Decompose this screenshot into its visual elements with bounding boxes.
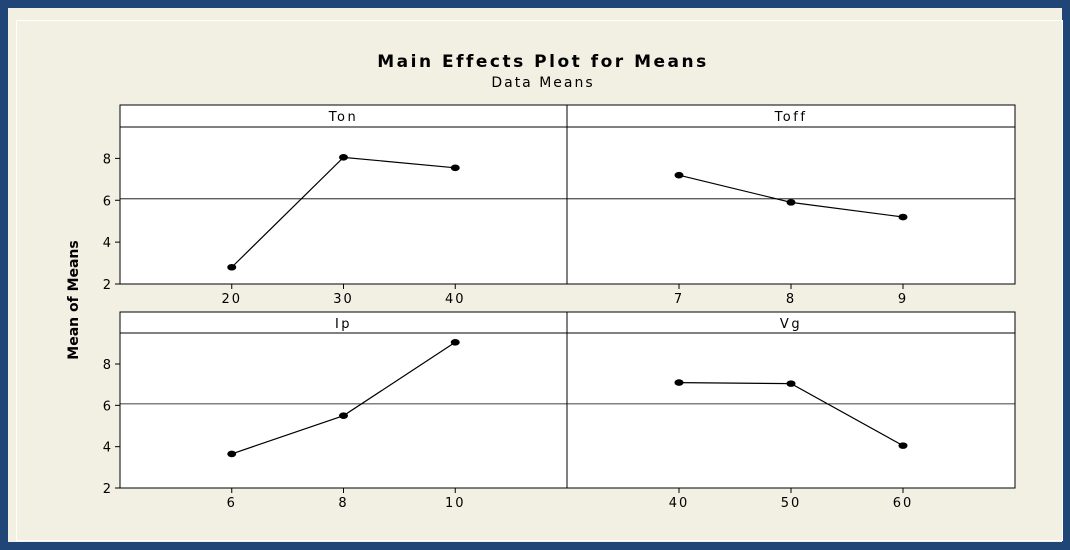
panel-toff: [566, 104, 1016, 285]
data-point-ip-8: [339, 412, 348, 419]
chart-subtitle: Data Means: [491, 75, 594, 91]
x-tick-label-ton-30: 30: [333, 292, 354, 307]
x-tick-label-ton-20: 20: [221, 292, 242, 307]
data-point-toff-7: [674, 171, 684, 179]
strip-label-ton: Ton: [328, 110, 358, 125]
strip-label-toff: Toff: [774, 110, 808, 125]
data-point-toff-9: [898, 213, 908, 221]
x-tick-label-vg-60: 60: [893, 496, 914, 511]
y-tick-label-row1-6: 6: [103, 194, 111, 209]
x-tick-label-toff-8: 8: [786, 292, 796, 307]
chart-inner-border: [16, 20, 1063, 541]
x-tick-label-toff-7: 7: [674, 292, 684, 307]
y-tick-label-row2-2: 2: [103, 482, 111, 497]
x-tick-label-ip-8: 8: [338, 496, 348, 511]
panels-group: Ton 20 30 40 2 4 6 8 Toff 7 8 9 Ip 6 8 10 2 4 6 8 Vg 40 50 60: [103, 104, 1016, 511]
data-point-vg-50: [786, 380, 796, 387]
data-point-ton-30: [339, 154, 348, 161]
x-tick-label-vg-40: 40: [669, 496, 690, 511]
y-tick-label-row1-2: 2: [103, 278, 111, 293]
panel-ip: [119, 311, 568, 489]
data-point-ton-40: [450, 164, 460, 172]
x-tick-label-ton-40: 40: [445, 292, 466, 307]
y-tick-label-row2-4: 4: [103, 441, 111, 456]
y-axis-label: Mean of Means: [66, 240, 82, 359]
data-point-ton-20: [227, 263, 237, 271]
data-point-vg-40: [674, 379, 684, 386]
panel-vg: [566, 311, 1016, 489]
data-point-vg-60: [898, 442, 908, 449]
x-tick-label-ip-6: 6: [227, 496, 237, 511]
data-point-ip-10: [450, 339, 460, 346]
strip-label-ip: Ip: [335, 317, 352, 332]
strip-label-vg: Vg: [780, 317, 802, 332]
y-tick-label-row1-4: 4: [103, 236, 111, 251]
y-tick-label-row2-6: 6: [103, 399, 111, 414]
x-tick-label-toff-9: 9: [898, 292, 908, 307]
data-point-toff-8: [786, 199, 796, 206]
data-point-ip-6: [227, 450, 237, 458]
x-tick-label-ip-10: 10: [445, 496, 466, 511]
y-tick-label-row1-8: 8: [103, 152, 111, 167]
panel-ton: [119, 104, 568, 285]
x-tick-label-vg-50: 50: [781, 496, 802, 511]
y-tick-label-row2-8: 8: [103, 358, 111, 373]
chart-title: Main Effects Plot for Means: [377, 52, 708, 72]
